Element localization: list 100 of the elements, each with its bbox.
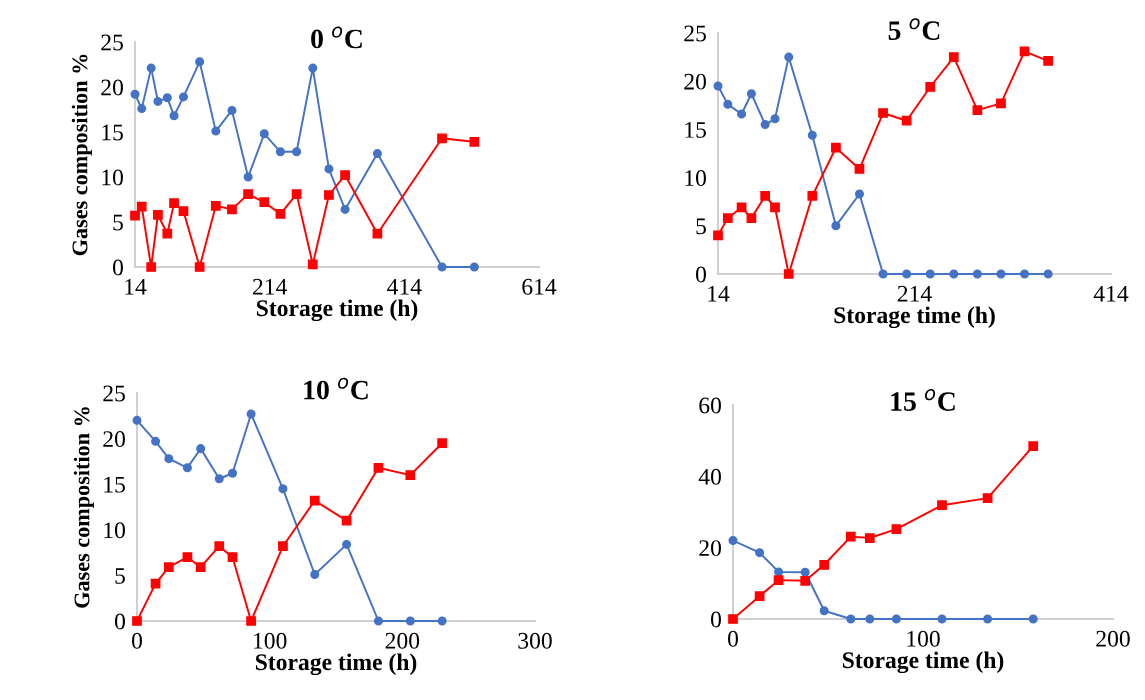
point [340,170,350,181]
point [746,213,757,223]
point [310,569,320,580]
point [169,111,179,121]
point [195,57,205,67]
point [755,548,765,558]
chart-title: 15 $^{o}$C [891,389,955,411]
point [784,52,794,62]
point [308,63,318,73]
point [243,189,253,199]
point [937,614,947,624]
y-tick-label: 5 [115,568,125,584]
y-tick-label: 15 [102,124,123,141]
point [196,444,206,454]
point [723,99,733,109]
point [130,210,140,221]
point [891,614,901,624]
point [341,515,352,526]
point [469,137,480,147]
point [783,269,794,279]
point [227,105,237,115]
point [372,149,382,159]
point [275,147,285,157]
y-tick-label: 25 [101,34,123,51]
x-axis-title: Storage time (h) [834,306,995,329]
x-tick-label: 414 [1093,285,1129,302]
point [1043,56,1053,66]
point [722,213,733,223]
point [819,606,829,616]
point [153,96,163,106]
x-tick-label: 0 [132,632,142,649]
point [405,470,416,480]
point [227,552,238,563]
point [130,89,140,99]
point [214,541,225,552]
y-tick-label: 15 [104,476,125,493]
point [153,209,163,220]
point [259,197,270,208]
y-tick-label: 10 [104,522,125,539]
point [902,269,912,279]
point [307,259,318,270]
x-tick-label: 100 [254,632,287,649]
y-tick-label: 5 [113,214,123,231]
point [845,531,856,542]
chart-title: 0 $^{o}$C [311,26,362,49]
point [146,63,156,73]
point [770,114,780,124]
x-tick-label: 14 [125,278,147,295]
point [713,230,723,241]
x-tick-label: 0 [728,630,738,647]
point [194,262,205,272]
point [162,93,172,103]
point [151,436,161,446]
point [324,164,334,174]
x-axis-title: Storage time (h) [842,651,1004,674]
point [996,98,1006,109]
point [195,562,206,573]
point [982,493,993,503]
y-tick-label: 10 [102,169,123,186]
chart-title: 5 $^{o}$C [888,18,940,40]
x-axis-title: Storage time (h) [256,299,418,322]
point [132,616,142,626]
x-tick-label: 100 [907,630,940,647]
point [1028,614,1038,624]
point [773,575,784,585]
y-tick-label: 0 [695,266,706,283]
point [278,484,288,494]
point [178,92,188,102]
point [754,591,765,602]
point [819,559,830,570]
y-tick-label: 25 [103,385,125,402]
point [846,614,856,624]
point [713,81,723,91]
y-tick-label: 60 [699,397,721,414]
point [728,614,738,624]
point [243,172,253,182]
point [1028,441,1039,451]
y-tick-label: 20 [101,79,123,96]
point [983,614,993,624]
point [996,269,1006,279]
point [949,269,959,279]
point [182,463,192,473]
point [163,562,174,573]
point [342,539,352,549]
point [373,616,383,626]
y-tick-label: 5 [696,218,706,235]
point [372,228,383,239]
point [275,209,286,219]
x-tick-label: 214 [897,285,932,302]
point [878,269,888,279]
point [469,262,479,272]
y-tick-label: 0 [114,613,125,630]
point [891,524,902,534]
point [854,189,864,199]
y-tick-label: 20 [103,431,125,448]
x-tick-label: 214 [252,278,288,295]
point [831,221,841,231]
point [136,201,147,212]
point [972,105,983,115]
x-tick-label: 200 [385,632,420,649]
